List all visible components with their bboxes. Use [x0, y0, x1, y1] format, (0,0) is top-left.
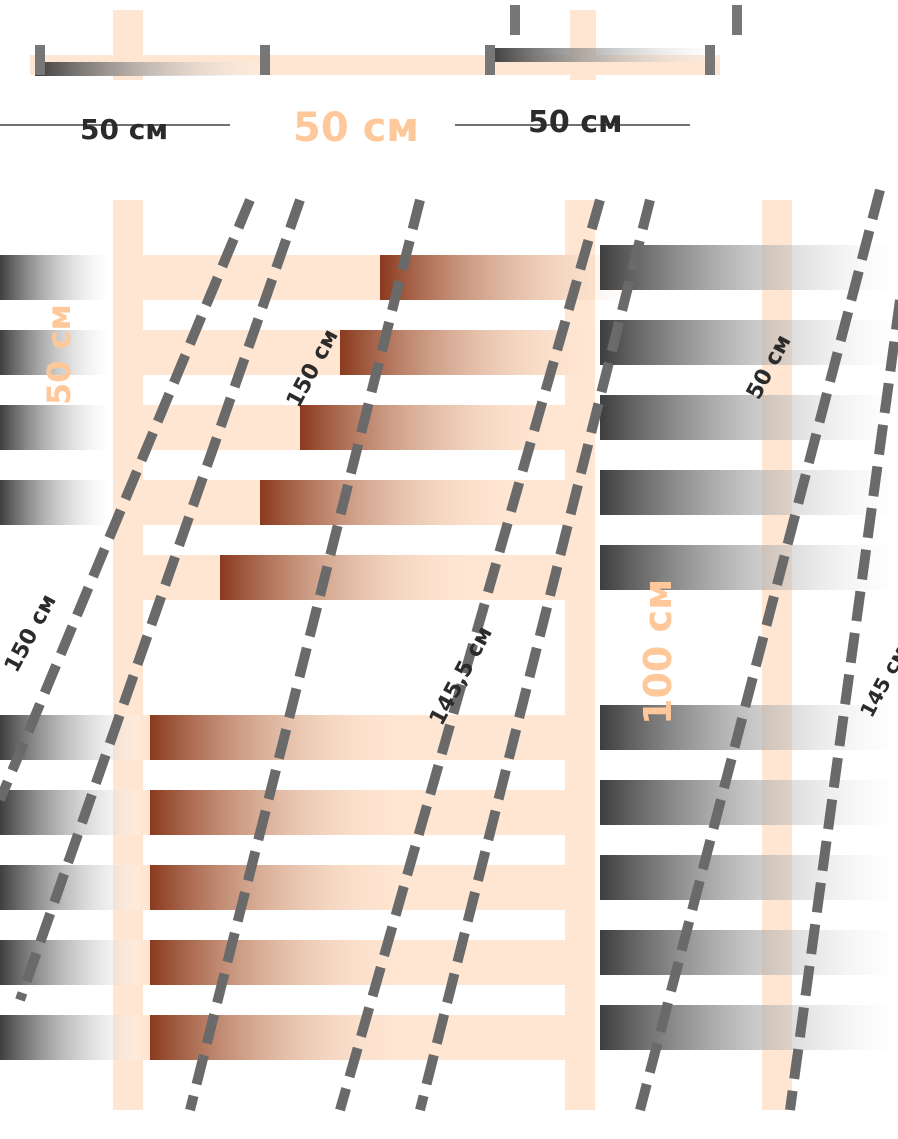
- rung-gray-right: [600, 780, 898, 825]
- tube-end-cap: [485, 45, 495, 75]
- top-left-tube: [35, 62, 265, 76]
- diagonal-rail: [785, 299, 898, 1111]
- rung-brown: [260, 480, 520, 525]
- tube-end-cap: [260, 45, 270, 75]
- rung-gray-right: [600, 1005, 898, 1050]
- diagonal-rail: [185, 198, 425, 1112]
- left-height-label: 50 см: [40, 304, 78, 405]
- top-post-right: [570, 10, 596, 80]
- tube-end-cap: [510, 5, 520, 35]
- diagonal-rail: [635, 188, 885, 1112]
- top-left-width-label: 50 см: [80, 113, 169, 146]
- rung-brown: [220, 555, 480, 600]
- rung-gray-left: [0, 255, 110, 300]
- diagonal-rail: [15, 198, 305, 1002]
- rung-gray-right: [600, 395, 898, 440]
- rung-gray-left: [0, 405, 110, 450]
- rung-gray-left: [0, 1015, 140, 1060]
- top-right-tube: [490, 48, 720, 62]
- diagonal-rail: [0, 198, 255, 802]
- diagonal-rail: [415, 198, 655, 1112]
- rung-gray-right: [600, 930, 898, 975]
- rung-gray-right: [600, 705, 898, 750]
- rung-gray-right: [600, 545, 898, 590]
- rung-brown: [150, 940, 410, 985]
- tube-end-cap: [732, 5, 742, 35]
- rung-brown: [150, 1015, 410, 1060]
- rung-brown: [380, 255, 640, 300]
- rung-gray-right: [600, 855, 898, 900]
- rung-gray-left: [0, 865, 140, 910]
- rung-gray-left: [0, 790, 140, 835]
- rung-gray-left: [0, 330, 110, 375]
- top-right-width-label: 50 см: [528, 105, 623, 140]
- diagonal-rails: [0, 188, 898, 1112]
- rung-gray-left: [0, 940, 140, 985]
- diagonal-rail: [335, 198, 605, 1112]
- top-center-width-label: 50 см: [293, 105, 419, 151]
- rung-gray-right: [600, 245, 898, 290]
- rung-brown: [150, 865, 410, 910]
- rung-brown: [300, 405, 560, 450]
- rung-gray-right: [600, 320, 898, 365]
- right-height-label: 100 см: [636, 578, 680, 725]
- rung-brown: [150, 790, 410, 835]
- rung-gray-left: [0, 480, 110, 525]
- tube-end-cap: [35, 45, 45, 75]
- rung-gray-right: [600, 470, 898, 515]
- tube-end-cap: [705, 45, 715, 75]
